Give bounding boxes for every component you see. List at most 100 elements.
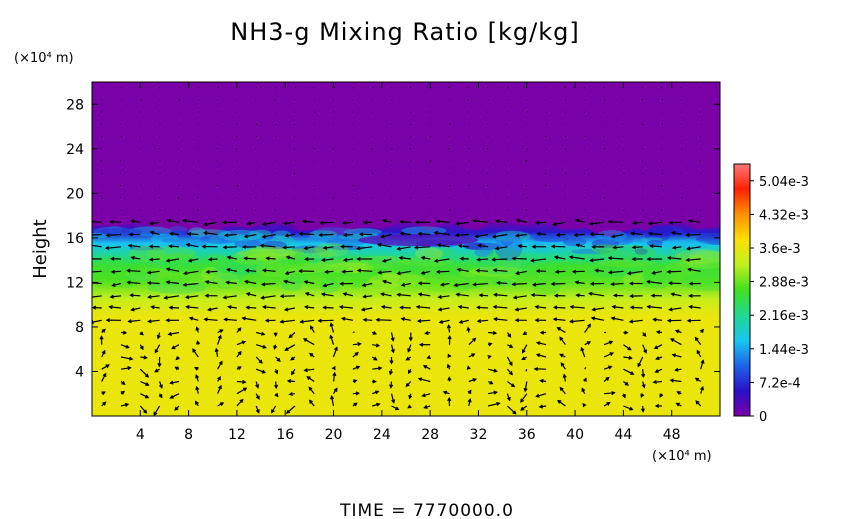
wind-vector: [584, 366, 587, 370]
wind-vector-head: [556, 327, 561, 331]
wind-vector-head: [165, 280, 171, 285]
wind-vector: [304, 246, 315, 250]
wind-vector: [475, 233, 489, 238]
wind-vector-head: [447, 376, 452, 381]
wind-vector-head: [594, 268, 599, 273]
wind-vector: [263, 269, 276, 272]
wind-vector: [236, 387, 247, 395]
wind-vector-head: [655, 330, 661, 335]
wind-vector-head: [274, 384, 279, 390]
wind-vector: [590, 258, 605, 262]
wind-vector-head: [89, 234, 92, 237]
wind-vector: [383, 280, 392, 285]
wind-vector: [166, 258, 180, 262]
field-patch: [378, 260, 419, 274]
wind-vector: [119, 196, 122, 199]
wind-vector-head: [128, 356, 134, 361]
wind-vector-head: [127, 319, 132, 324]
wind-vector: [448, 86, 450, 89]
wind-vector: [570, 319, 585, 323]
wind-vector-head: [671, 353, 677, 358]
wind-vector-head: [255, 409, 260, 414]
wind-vector: [667, 270, 682, 273]
wind-vector: [686, 233, 701, 236]
wind-vector: [497, 282, 508, 285]
wind-vector-head: [391, 399, 396, 404]
wind-vector-head: [355, 246, 361, 251]
wind-vector: [139, 405, 147, 414]
wind-vector-head: [338, 304, 344, 310]
wind-vector-head: [535, 353, 541, 358]
wind-vector: [148, 282, 160, 285]
wind-vector-head: [487, 355, 492, 359]
wind-vector-head: [630, 231, 635, 236]
wind-vector-head: [538, 404, 544, 409]
wind-vector-head: [569, 319, 574, 324]
wind-vector-head: [219, 402, 225, 407]
wind-vector-head: [687, 267, 692, 272]
field-patch: [201, 266, 222, 282]
wind-vector-head: [447, 396, 452, 402]
wind-vector: [186, 306, 199, 309]
wind-vector-head: [302, 338, 308, 342]
wind-vector-head: [102, 372, 107, 378]
field-patch: [250, 246, 288, 253]
wind-vector: [695, 337, 702, 346]
x-axis-ticks: 4 8 12 16 20 24 28 32 36 40 44 48: [136, 82, 681, 443]
wind-vector: [274, 196, 276, 199]
wind-vector: [670, 338, 682, 346]
wind-vector-head: [342, 292, 347, 297]
wind-vector-head: [261, 369, 267, 374]
wind-vector-head: [318, 232, 323, 238]
field-patch: [108, 225, 123, 235]
wind-vector-head: [591, 244, 596, 249]
colorbar-tick-label: 7.2e-4: [759, 376, 801, 391]
wind-vector: [332, 372, 336, 382]
wind-vector: [286, 405, 296, 414]
wind-vector: [487, 391, 497, 395]
wind-vector-head: [298, 268, 303, 274]
wind-vector-head: [631, 257, 636, 262]
wind-vector: [262, 233, 276, 238]
wind-vector: [672, 231, 682, 236]
wind-vector-head: [631, 245, 637, 250]
wind-vector-head: [559, 336, 564, 341]
wind-vector-head: [225, 280, 230, 285]
field-patch: [292, 245, 330, 254]
wind-vector: [131, 256, 141, 260]
wind-vector-head: [357, 342, 362, 347]
wind-vector-head: [533, 366, 539, 372]
wind-vector: [344, 233, 353, 236]
wind-vector: [184, 270, 199, 275]
wind-vector: [516, 219, 527, 223]
wind-vector: [362, 282, 373, 287]
wind-vector-head: [512, 295, 518, 300]
y-tick-label: 24: [66, 142, 84, 158]
field-patch: [125, 271, 159, 282]
wind-vector-head: [459, 256, 464, 261]
wind-vector: [217, 385, 222, 394]
wind-vector-head: [520, 406, 525, 411]
wind-vector: [303, 338, 315, 346]
wind-vector-head: [353, 379, 358, 384]
wind-vector-head: [322, 283, 327, 288]
wind-vector-head: [153, 411, 158, 416]
field-patch: [608, 258, 629, 274]
field-patch: [325, 238, 367, 246]
wind-vector-head: [120, 390, 126, 395]
wind-vector-head: [632, 221, 637, 226]
wind-vector: [131, 307, 141, 311]
wind-vector: [589, 292, 605, 297]
wind-vector-head: [640, 393, 645, 398]
wind-vector-head: [175, 356, 180, 361]
wind-vector-head: [694, 336, 699, 341]
field-patch: [474, 247, 494, 257]
wind-vector: [246, 306, 257, 309]
wind-vector-head: [92, 305, 97, 310]
field-patch: [161, 238, 179, 243]
wind-vector-head: [288, 392, 293, 397]
y-axis-unit: (×10⁴ m): [14, 51, 74, 66]
wind-vector: [255, 368, 266, 374]
wind-vector-head: [433, 230, 438, 235]
